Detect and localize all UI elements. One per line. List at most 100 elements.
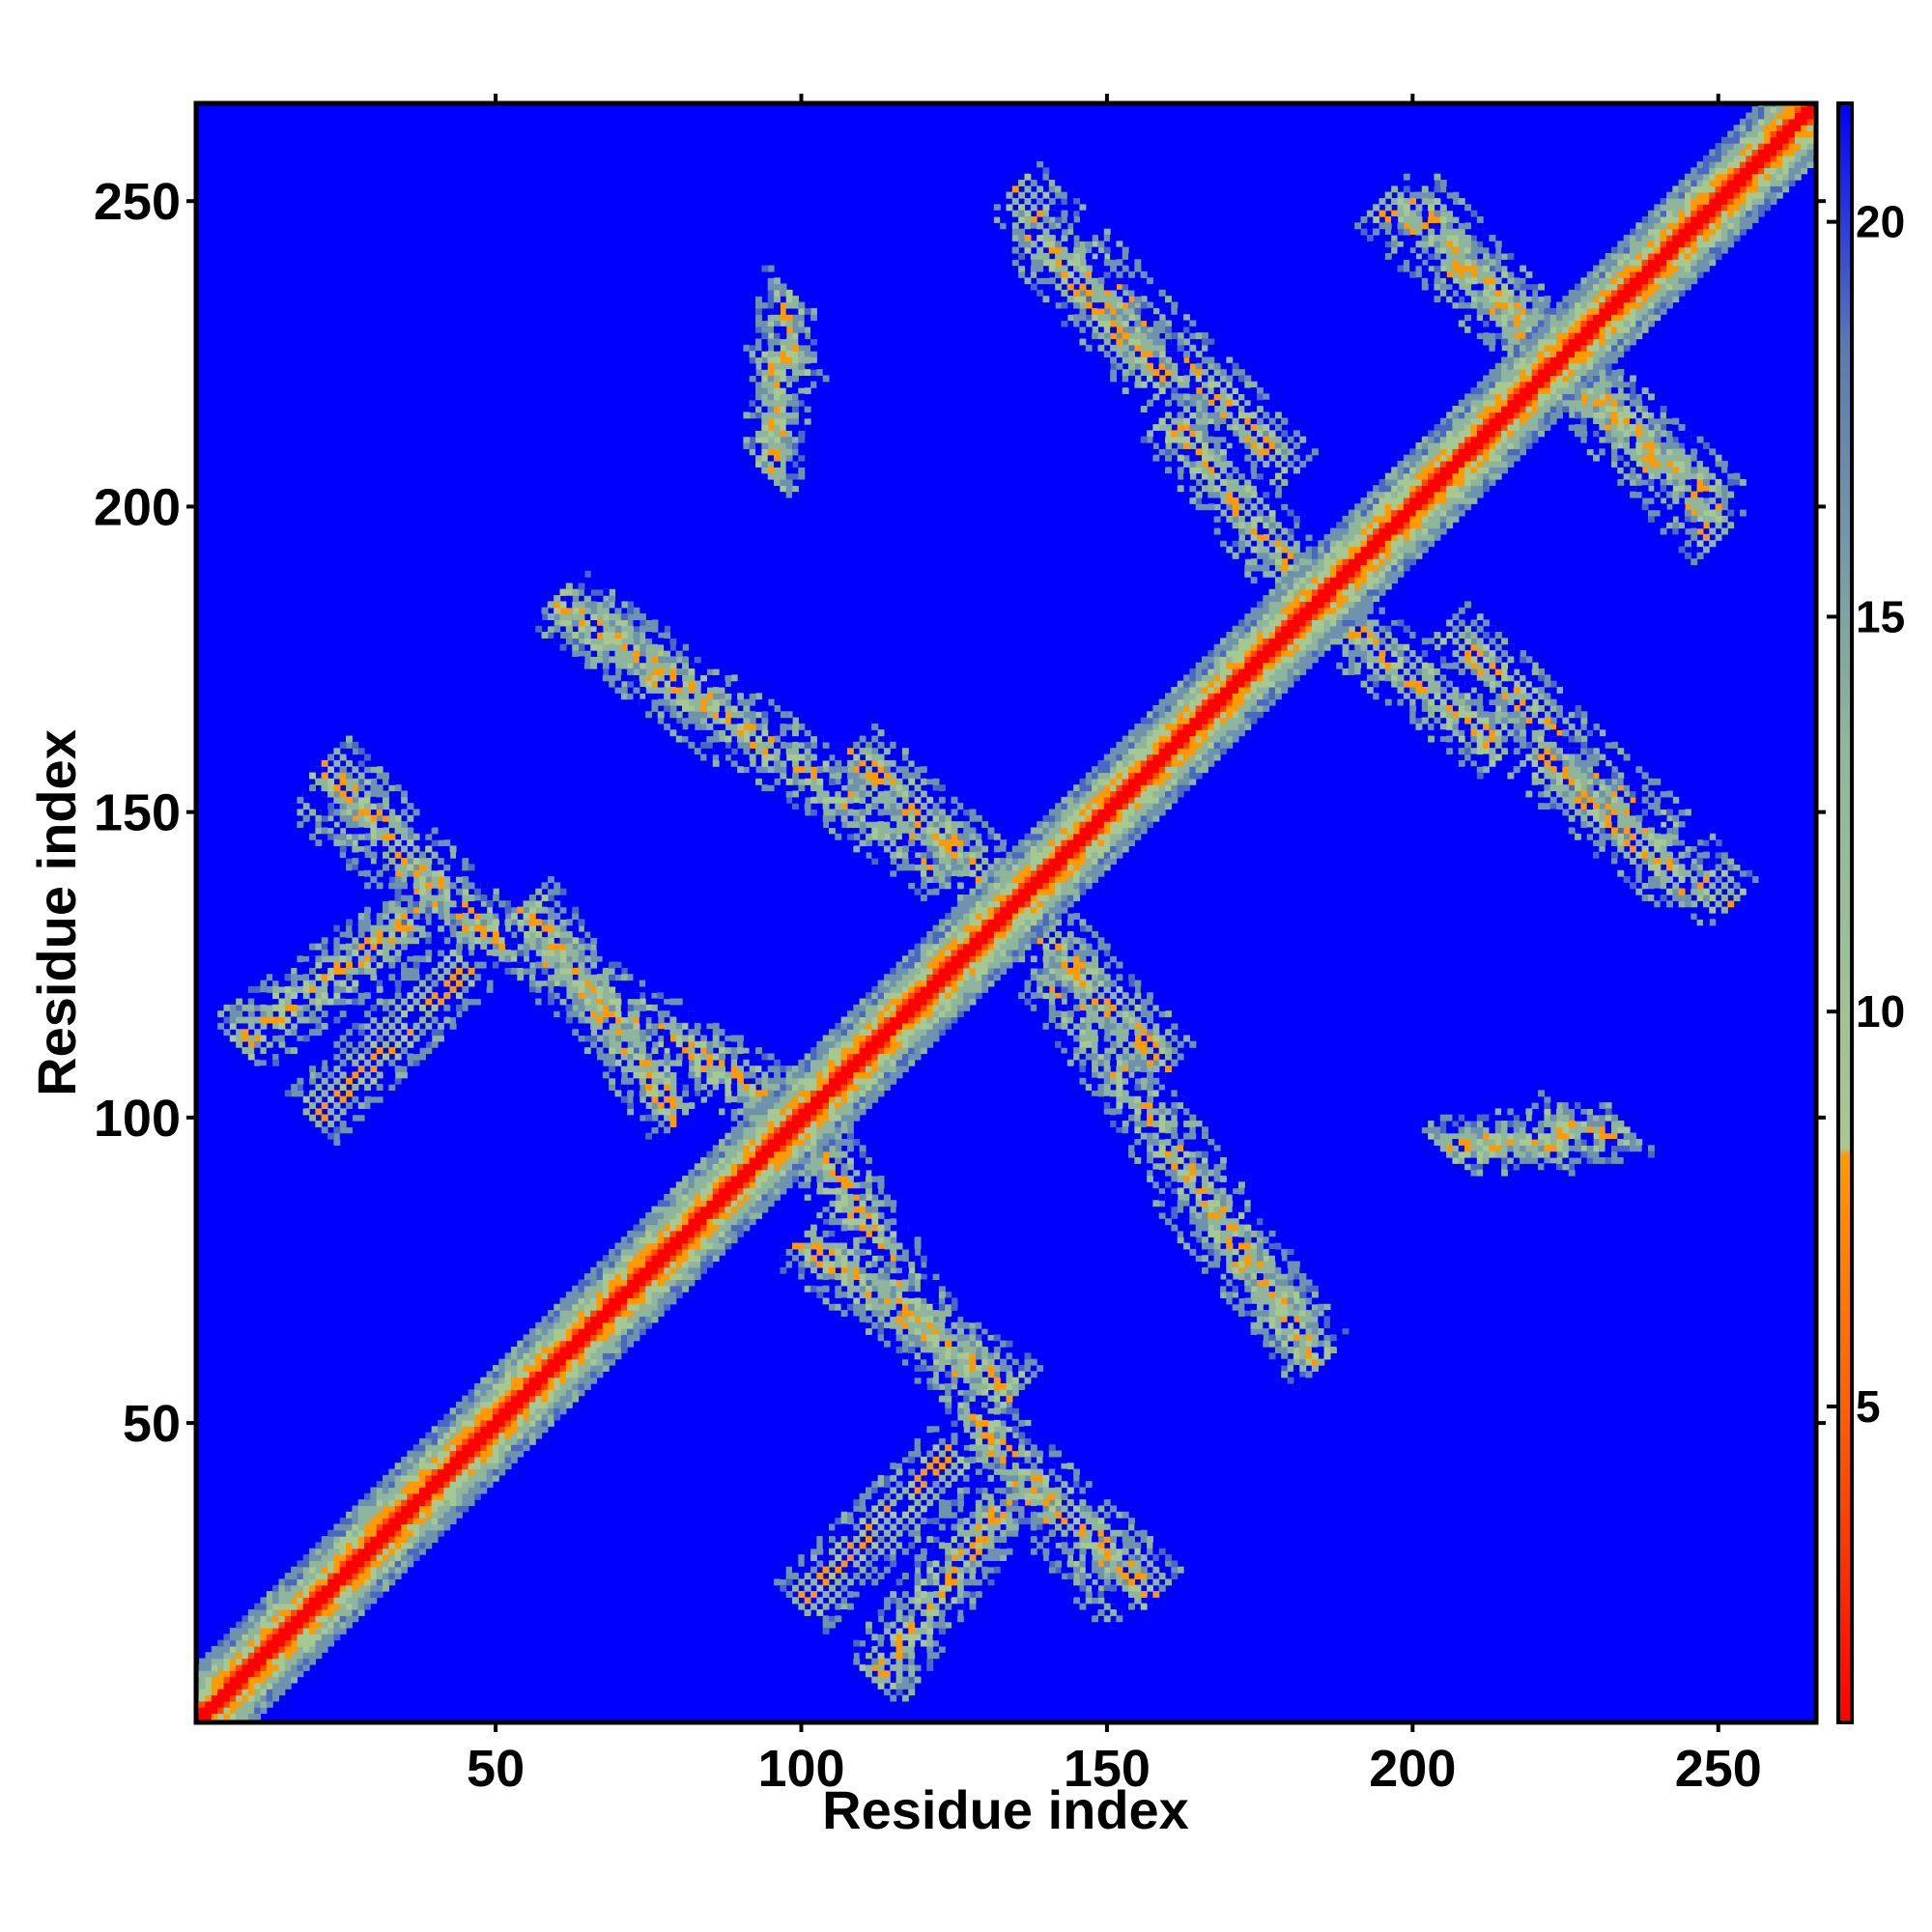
heatmap-cell xyxy=(1305,1347,1313,1353)
heatmap-cell xyxy=(357,821,365,829)
heatmap-cell xyxy=(901,1682,909,1690)
heatmap-cell xyxy=(664,1065,671,1073)
heatmap-cell xyxy=(1061,1463,1068,1470)
heatmap-cell xyxy=(272,1016,280,1024)
heatmap-cell xyxy=(333,833,341,840)
heatmap-cell xyxy=(583,949,591,956)
heatmap-cell xyxy=(926,1316,934,1323)
heatmap-cell xyxy=(333,1010,341,1018)
heatmap-cell xyxy=(247,1016,255,1024)
heatmap-cell xyxy=(1208,1273,1215,1281)
heatmap-cell xyxy=(669,1022,677,1030)
heatmap-cell xyxy=(890,1266,897,1274)
heatmap-cell xyxy=(1006,1511,1013,1519)
heatmap-cell xyxy=(956,1615,964,1623)
heatmap-cell xyxy=(291,1022,298,1030)
heatmap-cell xyxy=(1018,1444,1026,1452)
heatmap-cell xyxy=(951,1316,958,1323)
heatmap-cell xyxy=(394,900,402,908)
heatmap-cell xyxy=(578,992,585,1000)
heatmap-cell xyxy=(963,1426,971,1434)
heatmap-cell xyxy=(981,1450,989,1458)
heatmap-cell xyxy=(407,833,414,840)
heatmap-cell xyxy=(370,967,378,975)
heatmap-cell xyxy=(938,1597,946,1605)
heatmap-cell xyxy=(792,1273,799,1281)
heatmap-cell xyxy=(455,913,463,920)
heatmap-cell xyxy=(620,1065,628,1073)
heatmap-cell xyxy=(590,668,598,675)
heatmap-cell xyxy=(682,1035,690,1042)
heatmap-cell xyxy=(370,858,378,865)
heatmap-cell xyxy=(523,992,530,1000)
heatmap-cell xyxy=(596,1035,604,1042)
heatmap-cell xyxy=(890,1334,897,1342)
heatmap-cell xyxy=(737,1090,744,1097)
heatmap-cell xyxy=(1030,1492,1037,1500)
heatmap-cell xyxy=(449,943,457,951)
heatmap-cell xyxy=(908,1663,916,1671)
heatmap-cell xyxy=(664,638,671,645)
heatmap-cell xyxy=(822,1297,830,1305)
heatmap-cell xyxy=(724,717,732,724)
heatmap-cell xyxy=(877,1334,885,1342)
heatmap-cell xyxy=(865,1645,872,1653)
heatmap-cell xyxy=(346,924,353,932)
heatmap-cell xyxy=(651,1053,659,1061)
heatmap-cell xyxy=(1237,1218,1245,1226)
heatmap-cell xyxy=(260,985,268,993)
heatmap-cell xyxy=(987,1511,995,1519)
heatmap-cell xyxy=(951,1352,958,1360)
heatmap-cell xyxy=(639,1047,646,1055)
heatmap-cell xyxy=(425,913,433,920)
heatmap-cell xyxy=(614,662,622,669)
heatmap-cell xyxy=(932,1621,940,1629)
heatmap-cell xyxy=(651,1084,659,1092)
heatmap-cell xyxy=(908,1676,916,1684)
heatmap-cell xyxy=(633,985,640,993)
heatmap-cell xyxy=(242,992,249,1000)
heatmap-cell xyxy=(596,967,604,975)
heatmap-cell xyxy=(1085,1584,1093,1592)
heatmap-cell xyxy=(627,1040,635,1048)
heatmap-cell xyxy=(425,882,433,890)
heatmap-cell xyxy=(938,1609,946,1616)
heatmap-cell xyxy=(383,895,389,901)
heatmap-cell xyxy=(1287,1310,1294,1318)
heatmap-cell xyxy=(651,1114,659,1122)
heatmap-cell xyxy=(920,1285,927,1293)
heatmap-cell xyxy=(492,919,499,926)
heatmap-cell xyxy=(938,1591,946,1598)
heatmap-cell xyxy=(602,1004,610,1011)
heatmap-cell xyxy=(987,1382,995,1390)
heatmap-cell xyxy=(712,1102,720,1109)
heatmap-cell xyxy=(877,1181,885,1189)
heatmap-cell xyxy=(669,1114,677,1122)
heatmap-cell xyxy=(572,656,580,664)
heatmap-cell xyxy=(938,1377,946,1384)
heatmap-cell xyxy=(498,913,506,920)
heatmap-cell xyxy=(1213,1279,1221,1287)
heatmap-cell xyxy=(1274,1334,1282,1342)
heatmap-cell xyxy=(877,1261,885,1268)
heatmap-cell xyxy=(510,924,518,932)
heatmap-cell xyxy=(865,1224,872,1232)
heatmap-cell xyxy=(828,1211,836,1219)
heatmap-cell xyxy=(651,1047,659,1055)
heatmap-cell xyxy=(614,1004,622,1011)
heatmap-cell xyxy=(425,888,433,895)
heatmap-cell xyxy=(920,1382,927,1390)
heatmap-cell xyxy=(510,930,518,938)
heatmap-cell xyxy=(1305,1316,1313,1323)
heatmap-cell xyxy=(932,1321,940,1329)
heatmap-cell xyxy=(1250,1266,1258,1274)
heatmap-cell xyxy=(828,1303,836,1311)
heatmap-cell xyxy=(1293,1328,1300,1335)
heatmap-cell xyxy=(388,955,396,963)
heatmap-cell xyxy=(247,1040,255,1048)
heatmap-cell xyxy=(528,955,536,963)
heatmap-cell xyxy=(951,1382,958,1390)
heatmap-cell xyxy=(590,625,598,633)
heatmap-cell xyxy=(547,913,554,920)
heatmap-cell xyxy=(1103,1603,1111,1610)
